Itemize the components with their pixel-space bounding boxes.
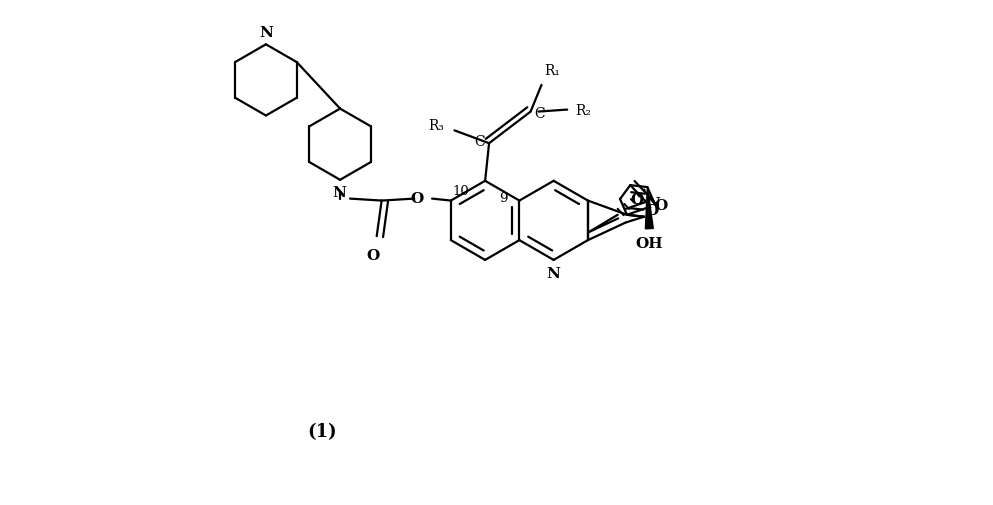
Text: 10: 10 [453,184,470,197]
Text: C: C [475,135,486,149]
Text: R₃: R₃ [429,119,445,133]
Polygon shape [645,188,653,229]
Text: R₂: R₂ [575,104,591,117]
Text: O: O [630,192,643,207]
Text: R₁: R₁ [544,64,560,78]
Text: O: O [654,198,668,213]
Text: O: O [645,204,658,218]
Text: N: N [333,185,346,199]
Text: N: N [547,266,561,280]
Text: N: N [646,196,660,211]
Text: (1): (1) [307,422,337,440]
Text: OH: OH [636,236,663,250]
Text: 9: 9 [498,191,507,205]
Text: O: O [366,248,379,263]
Text: C: C [534,107,545,120]
Text: O: O [410,191,423,205]
Text: N: N [259,26,273,40]
